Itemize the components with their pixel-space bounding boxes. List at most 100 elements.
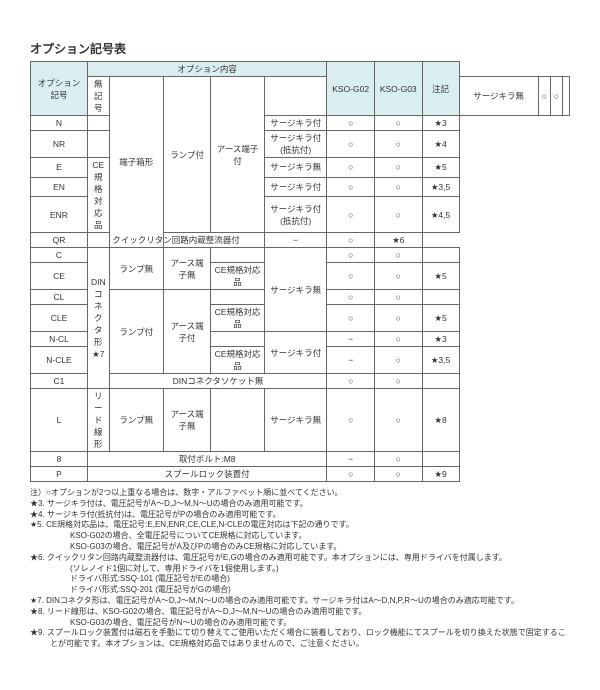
- cell: ★6: [374, 233, 422, 248]
- cell: サージキラ無: [459, 77, 538, 116]
- cell: ★4: [422, 131, 459, 158]
- note-6c: ドライバ形式:SSQ-201 (電圧記号がGの場合): [30, 585, 570, 596]
- cell: ○: [374, 248, 422, 263]
- cell: サージキラ無: [264, 389, 326, 452]
- cell: ○: [374, 347, 422, 374]
- code-cell: EN: [31, 177, 88, 197]
- cell: ★3,5: [422, 177, 459, 197]
- cell: ○: [327, 374, 375, 389]
- cell: サージキラ無: [264, 158, 326, 178]
- cell: ○: [327, 248, 375, 263]
- cell: ○: [374, 332, 422, 347]
- cell-lamp-on: ランプ付: [164, 77, 211, 233]
- cell-bolt: 取付ボルト:M8: [87, 452, 326, 467]
- cell-ce: CE規格対応品: [87, 158, 109, 233]
- cell: ★3,5: [422, 347, 459, 374]
- cell: リード線形: [87, 389, 109, 452]
- note-5: ★5. CE規格対応品は、電圧記号:E,EN,ENR,CE,CLE,N-CLEの…: [30, 520, 570, 531]
- cell-din: DINコネクタ形★7: [87, 248, 109, 389]
- code-cell: QR: [31, 233, 88, 248]
- cell: −: [264, 233, 326, 248]
- note-6b: ドライバ形式:SSQ-101 (電圧記号がEの場合): [30, 574, 570, 585]
- header-code: オプション記号: [31, 62, 88, 116]
- cell-surge-none: サージキラ無: [264, 248, 326, 332]
- cell-spool-lock: スプールロック装置付: [87, 467, 326, 482]
- cell-lamp-on: ランプ付: [109, 290, 163, 374]
- code-cell: N: [31, 116, 88, 131]
- cell: −: [327, 452, 375, 467]
- table-title: オプション記号表: [30, 40, 570, 57]
- cell: ○: [327, 131, 375, 158]
- cell: ★5: [422, 305, 459, 332]
- cell: サージキラ付(抵抗付): [264, 131, 326, 158]
- cell: [422, 452, 459, 467]
- code-cell: 8: [31, 452, 88, 467]
- note-3: ★3. サージキラ付は、電圧記号がA～D,J～M,N～Uの場合のみ適用可能です。: [30, 499, 570, 510]
- cell: ランプ無: [109, 389, 163, 452]
- code-cell: CE: [31, 263, 88, 290]
- cell: ○: [327, 158, 375, 178]
- cell: サージキラ付: [264, 177, 326, 197]
- cell: [264, 77, 326, 116]
- note-8: ★8. リード線形は、KSO-G02の場合、電圧記号がA～D,J～M,N～Uの場…: [30, 607, 570, 618]
- cell: [563, 77, 570, 116]
- cell-lamp-off: ランプ無: [109, 248, 163, 290]
- cell-earth-on: アース端子付: [164, 290, 211, 374]
- header-content: オプション内容: [87, 62, 326, 77]
- cell: ○: [327, 389, 375, 452]
- cell: −: [327, 332, 375, 347]
- cell-ce: CE規格対応品: [211, 347, 265, 374]
- note-5a: KSO-G02の場合、全電圧記号についてCE規格に対応しています。: [30, 531, 570, 542]
- cell: [422, 374, 459, 389]
- cell: サージキラ付: [264, 116, 326, 131]
- cell: ○: [550, 77, 562, 116]
- code-cell: CL: [31, 290, 88, 305]
- cell: ○: [327, 177, 375, 197]
- cell: ○: [327, 467, 375, 482]
- code-cell: E: [31, 158, 88, 178]
- cell: ○: [327, 290, 375, 305]
- note-4: ★4. サージキラ付(抵抗付)は、電圧記号がPの場合のみ適用可能です。: [30, 510, 570, 521]
- note-9: ★9. スプールロック装置付は磁石を手動にて切り替えてご使用いただく場合に装着し…: [30, 628, 570, 650]
- cell: ○: [374, 116, 422, 131]
- cell: [211, 389, 265, 452]
- header-g03: KSO-G03: [374, 62, 422, 116]
- code-cell: ENR: [31, 197, 88, 233]
- code-cell: N-CLE: [31, 347, 88, 374]
- cell: [422, 248, 459, 263]
- cell: ○: [374, 290, 422, 305]
- option-table: オプション記号 オプション内容 KSO-G02 KSO-G03 注記 無記号 端…: [30, 61, 570, 482]
- cell: ○: [327, 116, 375, 131]
- cell: ○: [327, 197, 375, 233]
- cell: ○: [374, 467, 422, 482]
- code-cell: N-CL: [31, 332, 88, 347]
- cell: ★4,5: [422, 197, 459, 233]
- cell-quickreturn: クイックリタン回路内蔵整流器付: [87, 233, 264, 248]
- cell-earth-off: アース端子無: [164, 248, 211, 290]
- cell: [422, 290, 459, 305]
- cell-surge-on: サージキラ付: [264, 332, 326, 374]
- cell: ○: [374, 389, 422, 452]
- cell: ★5: [422, 263, 459, 290]
- cell: ○: [327, 263, 375, 290]
- cell-ce: CE規格対応品: [211, 305, 265, 332]
- note-5b: KSO-G03の場合、電圧記号がA及びPの場合のみCE規格に対応しています。: [30, 542, 570, 553]
- cell: サージキラ付(抵抗付): [264, 197, 326, 233]
- cell: ★3: [422, 332, 459, 347]
- note-6: ★6. クイックリタン回路内蔵整流器付は、電圧記号がE,Gの場合のみ適用可能です…: [30, 553, 570, 564]
- cell: [87, 131, 109, 158]
- cell: −: [327, 347, 375, 374]
- cell-earth-on: アース端子付: [211, 77, 265, 233]
- cell: ○: [538, 77, 550, 116]
- cell: ○: [374, 374, 422, 389]
- note-8a: KSO-G03の場合、電圧記号がN～Uの場合のみ適用可能です。: [30, 618, 570, 629]
- cell-ce: CE規格対応品: [211, 263, 265, 290]
- cell: ○: [374, 305, 422, 332]
- cell: ○: [374, 131, 422, 158]
- code-cell: P: [31, 467, 88, 482]
- code-cell: C1: [31, 374, 88, 389]
- cell: ○: [374, 263, 422, 290]
- cell: ○: [374, 158, 422, 178]
- header-note: 注記: [422, 62, 459, 116]
- code-cell: C: [31, 248, 88, 263]
